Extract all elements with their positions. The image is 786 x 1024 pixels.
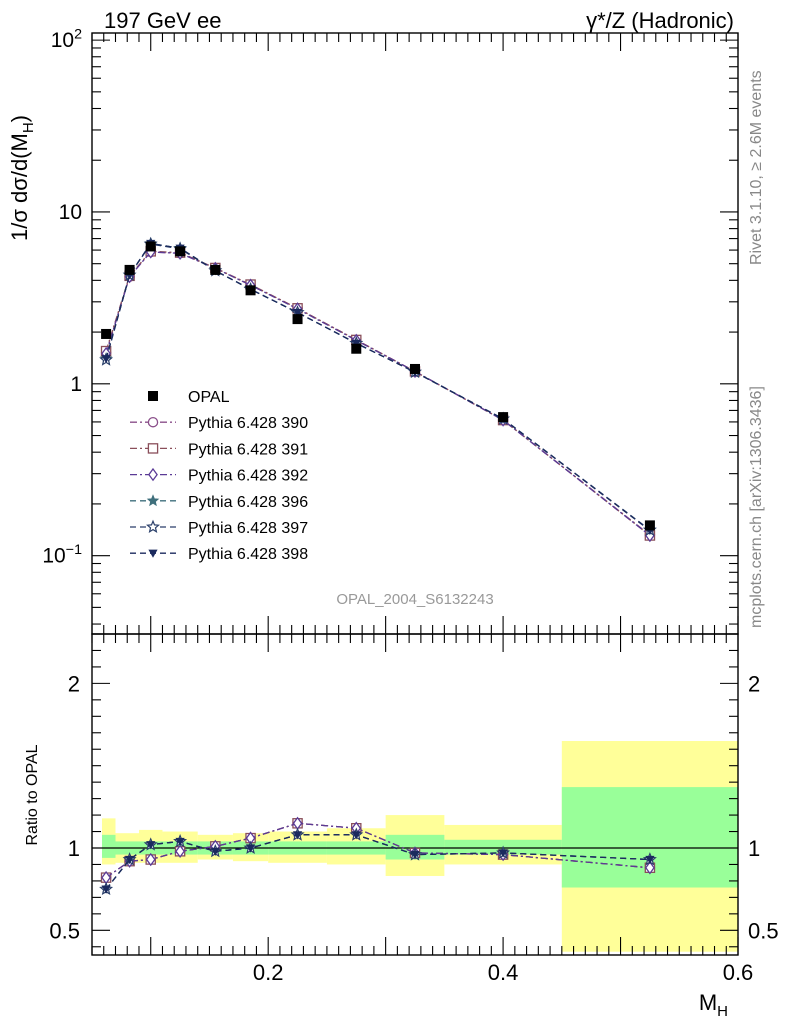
opal-data-point [124, 264, 135, 275]
y-tick-label: 10 [59, 201, 82, 224]
series-point-ratio [498, 849, 508, 858]
legend-label: Pythia 6.428 398 [188, 546, 308, 563]
series-point-ratio [645, 855, 655, 865]
legend-label-opal: OPAL [188, 389, 230, 406]
series-point-ratio [245, 844, 256, 853]
series-point-ratio [124, 855, 135, 865]
series-point-ratio [292, 831, 303, 840]
series-point-ratio [645, 861, 655, 875]
opal-data-point [644, 520, 655, 531]
x-axis-label: MH [699, 990, 728, 1020]
series-line-main [105, 242, 651, 532]
series-line-main [105, 243, 651, 531]
ratio-tick-label-left: 0.5 [49, 918, 80, 943]
x-tick-label: 0.6 [723, 960, 754, 985]
legend-marker [148, 467, 158, 482]
opal-data-point [145, 241, 156, 252]
legend-label: Pythia 6.428 390 [188, 415, 308, 432]
y-tick-label: 1 [70, 373, 82, 396]
legend-label: Pythia 6.428 396 [188, 494, 308, 511]
legend-marker [148, 549, 158, 558]
legend-label: Pythia 6.428 397 [188, 520, 308, 537]
series-point-main [101, 355, 111, 364]
ratio-tick-label-left: 2 [68, 671, 80, 696]
series-point-ratio [146, 841, 156, 850]
series-point-ratio [410, 850, 420, 860]
series-point-ratio [351, 831, 361, 840]
plot-text: 197 GeV ee γ*/Z (Hadronic) 10−1 1 10 102 1/σ d… [7, 8, 779, 1020]
ratio-tick-label-right: 0.5 [748, 918, 779, 943]
opal-data-layer [101, 241, 655, 531]
header-process-label: γ*/Z (Hadronic) [586, 8, 734, 33]
y-tick-label: 10−1 [42, 542, 82, 568]
opal-data-point [498, 412, 509, 423]
opal-data-point [101, 328, 112, 339]
opal-data-point [292, 314, 303, 325]
series-line-main [105, 242, 651, 531]
ratio-tick-label-left: 1 [68, 836, 80, 861]
legend: OPAL Pythia 6.428 390 Pythia 6.428 391 Pyth… [130, 389, 308, 563]
ratio-y-axis-label: Ratio to OPAL [24, 744, 41, 845]
main-y-axis-label: 1/σ dσ/d(MH) [7, 115, 37, 241]
ratio-tick-label-right: 2 [748, 671, 760, 696]
x-tick-label: 0.2 [253, 960, 284, 985]
legend-label: Pythia 6.428 392 [188, 468, 308, 485]
legend-marker [147, 416, 159, 428]
series-point-ratio [175, 837, 185, 847]
series-point-ratio [101, 885, 111, 894]
stat-uncertainty-band [102, 834, 116, 858]
series-point-ratio [145, 852, 156, 867]
legend-marker [147, 443, 159, 454]
x-tick-label: 0.4 [488, 960, 519, 985]
series-point-ratio [210, 847, 220, 856]
ratio-panel-frame [91, 633, 739, 956]
series-point-ratio [175, 844, 185, 858]
opal-data-point [210, 264, 221, 275]
opal-data-point [351, 343, 362, 354]
legend-marker [146, 519, 160, 533]
header-energy-label: 197 GeV ee [104, 8, 221, 33]
ratio-tick-label-right: 1 [748, 836, 760, 861]
axes-ticks [91, 33, 739, 955]
mcplots-source-label: mcplots.cern.ch [arXiv:1306.3436] [748, 386, 765, 628]
opal-data-point [410, 363, 420, 374]
main-panel-frame [91, 32, 739, 635]
legend-marker-opal [148, 391, 158, 401]
opal-data-point [245, 285, 256, 296]
opal-data-point [175, 246, 186, 257]
series-point-main [292, 308, 303, 318]
analysis-id-label: OPAL_2004_S6132243 [336, 591, 493, 608]
legend-marker [146, 494, 160, 507]
legend-label: Pythia 6.428 391 [188, 441, 308, 458]
rivet-version-label: Rivet 3.1.10, ≥ 2.6M events [748, 70, 765, 265]
y-tick-label: 102 [51, 26, 82, 52]
